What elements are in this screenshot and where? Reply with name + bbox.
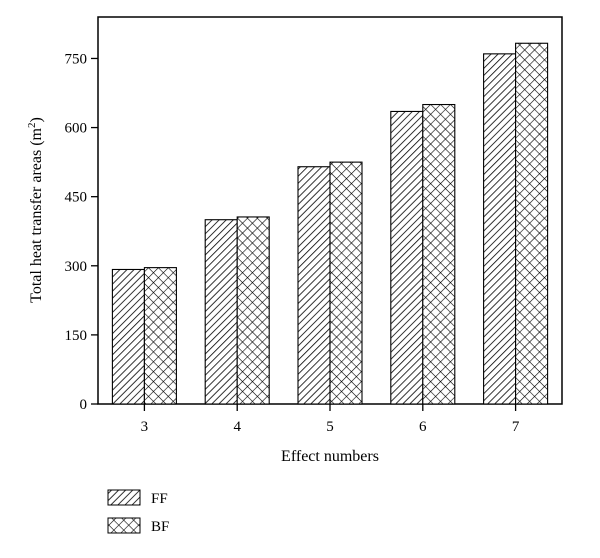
x-tick-label: 6	[419, 419, 427, 435]
bar-ff-6	[390, 110, 424, 405]
x-tick-label: 3	[141, 419, 149, 435]
y-tick-label: 300	[65, 259, 88, 275]
x-axis-title: Effect numbers	[281, 448, 379, 465]
bar-bf-7	[515, 42, 549, 405]
y-tick-label: 600	[65, 121, 88, 137]
x-axis: 3 4 5 6 7	[141, 404, 520, 435]
x-tick-label: 7	[512, 419, 520, 435]
bars-group	[111, 42, 549, 405]
bar-bf-4	[236, 216, 270, 405]
legend-swatch-bf	[107, 517, 141, 534]
bar-bf-3	[143, 267, 177, 405]
x-tick-label: 4	[233, 419, 241, 435]
y-tick-label: 750	[65, 51, 88, 67]
bar-ff-4	[204, 219, 238, 405]
y-tick-label: 0	[80, 397, 88, 413]
bar-bf-5	[329, 161, 363, 405]
bar-ff-5	[297, 166, 331, 405]
legend: FF BF	[107, 489, 169, 535]
legend-swatch-ff	[107, 489, 141, 506]
y-axis-title-superscript: 2	[26, 123, 38, 129]
bar-ff-3	[111, 268, 145, 405]
y-tick-label: 450	[65, 190, 88, 206]
y-axis-title-main: Total heat transfer areas (m	[28, 127, 45, 302]
legend-label-bf: BF	[151, 519, 169, 535]
x-tick-label: 5	[326, 419, 334, 435]
bar-bf-6	[422, 103, 456, 405]
legend-label-ff: FF	[151, 491, 168, 507]
y-axis: 0 150 300 450 600 750	[65, 51, 98, 413]
y-axis-title-close: )	[28, 117, 45, 122]
bar-ff-7	[483, 53, 517, 405]
y-tick-label: 150	[65, 328, 88, 344]
y-axis-title: Total heat transfer areas (m2)	[26, 117, 45, 303]
